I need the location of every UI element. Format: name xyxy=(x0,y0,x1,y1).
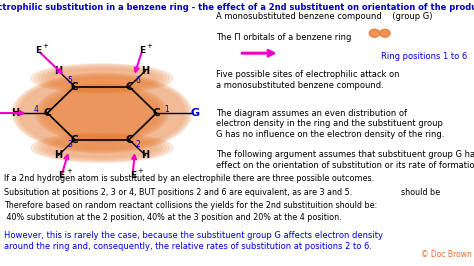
Text: H: H xyxy=(55,66,63,76)
Ellipse shape xyxy=(12,73,192,153)
Ellipse shape xyxy=(35,65,169,92)
Text: C: C xyxy=(71,82,79,92)
Text: The following argument assumes that substituent group G has no
effect on the ori: The following argument assumes that subs… xyxy=(216,150,474,170)
Ellipse shape xyxy=(31,64,173,93)
Ellipse shape xyxy=(13,74,191,152)
Text: E: E xyxy=(59,171,64,180)
Text: C: C xyxy=(44,108,51,118)
Text: C: C xyxy=(125,82,133,92)
Text: The Π orbitals of a benzene ring: The Π orbitals of a benzene ring xyxy=(216,33,351,42)
Ellipse shape xyxy=(38,66,166,91)
Ellipse shape xyxy=(38,85,166,141)
Ellipse shape xyxy=(48,69,155,88)
Text: 1: 1 xyxy=(164,105,169,114)
Text: 6: 6 xyxy=(135,76,140,85)
Ellipse shape xyxy=(19,77,185,149)
Text: should be: should be xyxy=(401,188,440,197)
Ellipse shape xyxy=(380,29,390,37)
Text: G: G xyxy=(191,108,200,118)
Text: C: C xyxy=(71,135,79,144)
Text: H: H xyxy=(11,108,19,118)
Ellipse shape xyxy=(20,78,184,148)
Ellipse shape xyxy=(18,77,186,149)
Text: If a 2nd hydrogen atom is substituted by an electrophile there are three possibl: If a 2nd hydrogen atom is substituted by… xyxy=(4,174,374,183)
Text: E: E xyxy=(35,46,41,55)
Text: +: + xyxy=(137,168,143,174)
Text: E: E xyxy=(139,46,145,55)
Ellipse shape xyxy=(31,133,173,162)
Ellipse shape xyxy=(45,68,159,89)
Ellipse shape xyxy=(36,84,168,142)
Ellipse shape xyxy=(40,86,164,140)
Ellipse shape xyxy=(43,88,161,138)
Text: A monosubstituted benzene compound    (group G): A monosubstituted benzene compound (grou… xyxy=(216,12,432,21)
Text: Ring positions 1 to 6: Ring positions 1 to 6 xyxy=(381,52,467,61)
Ellipse shape xyxy=(17,76,187,150)
Ellipse shape xyxy=(38,135,166,160)
Text: +: + xyxy=(146,43,152,49)
Text: Subsitution at positions 2, 3 or 4, BUT positions 2 and 6 are equivalent, as are: Subsitution at positions 2, 3 or 4, BUT … xyxy=(4,188,352,197)
Ellipse shape xyxy=(15,75,188,151)
Text: 3: 3 xyxy=(67,140,73,149)
Text: 40% substitution at the 2 position, 40% at the 3 position and 20% at the 4 posit: 40% substitution at the 2 position, 40% … xyxy=(4,213,341,222)
Ellipse shape xyxy=(41,67,162,90)
Text: H: H xyxy=(141,150,149,160)
Text: 5: 5 xyxy=(67,76,73,85)
Text: H: H xyxy=(141,66,149,76)
Text: +: + xyxy=(66,168,72,174)
Ellipse shape xyxy=(45,137,159,158)
Text: The diagram assumes an even distribution of
electron density in the ring and the: The diagram assumes an even distribution… xyxy=(216,109,444,139)
Text: C: C xyxy=(125,135,133,144)
Ellipse shape xyxy=(369,29,380,37)
Ellipse shape xyxy=(14,74,190,152)
Text: +: + xyxy=(42,43,48,49)
Text: 4: 4 xyxy=(34,105,38,114)
Text: Electrophilic substitution in a benzene ring - the effect of a 2nd substituent o: Electrophilic substitution in a benzene … xyxy=(0,3,474,12)
Text: H: H xyxy=(55,150,63,160)
Text: C: C xyxy=(153,108,160,118)
Text: Therefore based on random reactant collisions the yields for the 2nd substituiti: Therefore based on random reactant colli… xyxy=(4,201,377,210)
Ellipse shape xyxy=(48,138,155,157)
Ellipse shape xyxy=(45,89,159,137)
Text: 2: 2 xyxy=(135,140,140,149)
Ellipse shape xyxy=(41,136,162,159)
Ellipse shape xyxy=(35,134,169,161)
Text: © Doc Brown: © Doc Brown xyxy=(421,250,472,259)
Text: However, this is rarely the case, because the substituent group G affects electr: However, this is rarely the case, becaus… xyxy=(4,231,383,251)
Text: E: E xyxy=(130,171,136,180)
Text: Five possible sites of electrophilic attack on
a monosubstituted benzene compoun: Five possible sites of electrophilic att… xyxy=(216,70,399,90)
